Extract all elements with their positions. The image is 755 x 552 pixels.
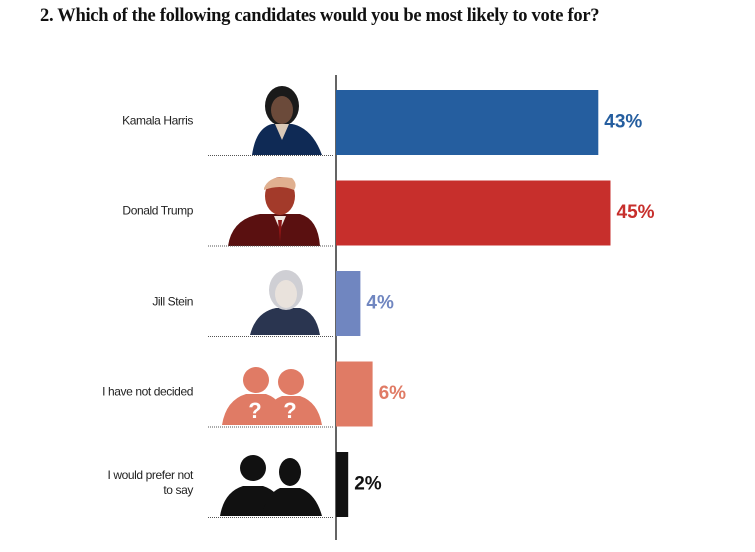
bar	[336, 180, 611, 246]
category-label: Kamala Harris	[122, 113, 193, 127]
value-label: 45%	[617, 202, 655, 223]
category-label: Donald Trump	[122, 203, 193, 218]
chart-title: 2. Which of the following candidates wou…	[40, 6, 600, 26]
category-label: I have not decided	[102, 384, 193, 399]
photo-trump	[228, 177, 320, 246]
value-label: 4%	[366, 293, 394, 314]
bar	[336, 452, 349, 517]
value-label: 2%	[354, 474, 382, 495]
icon-mark: ?	[248, 398, 261, 423]
value-label: 43%	[604, 112, 642, 133]
category-label: Jill Stein	[152, 294, 193, 308]
icon-no-answer	[220, 455, 322, 516]
bar	[336, 361, 373, 427]
photo-harris	[252, 86, 322, 155]
icon-mark: ?	[283, 398, 296, 423]
category-label: I would prefer not to say	[107, 467, 193, 497]
photo-stein	[250, 270, 320, 335]
bar	[336, 90, 599, 155]
bar	[336, 271, 361, 336]
value-label: 6%	[379, 383, 407, 404]
icon-undecided	[222, 367, 322, 425]
